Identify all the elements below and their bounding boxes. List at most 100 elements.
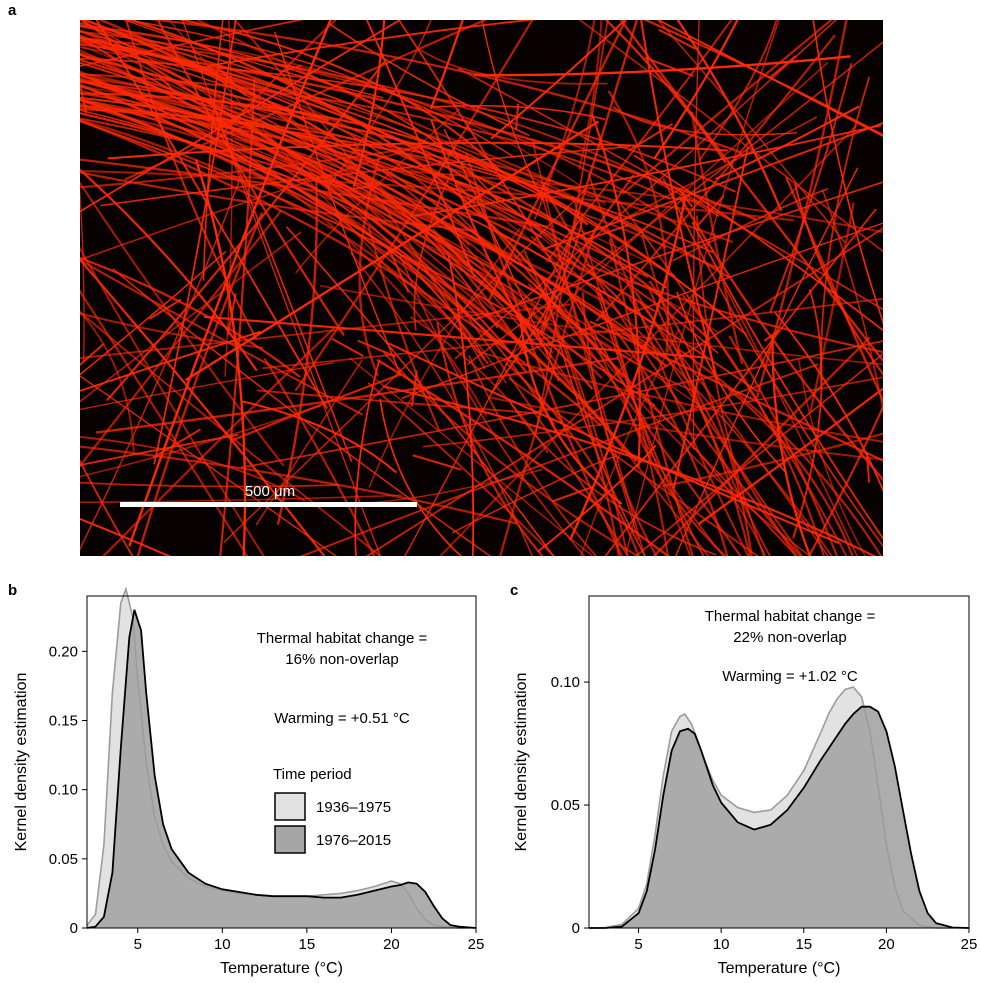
filament — [769, 62, 853, 314]
filament — [223, 188, 587, 543]
non-overlap-annotation: 22% non-overlap — [733, 629, 846, 646]
density-plot-c: 5 10 15 20 25 0 0.05 0.10 Temperature (°C) Kernel… — [513, 595, 978, 977]
x-tick-label: 10 — [214, 936, 231, 953]
filament — [80, 210, 282, 468]
filament — [419, 49, 608, 85]
filament — [679, 190, 693, 208]
filament — [604, 208, 877, 556]
y-tick-label: 0.05 — [49, 851, 78, 868]
filament — [80, 36, 220, 115]
filament — [587, 173, 750, 556]
filament — [80, 103, 610, 306]
panel-label-c: c — [510, 582, 519, 599]
filament — [124, 20, 488, 181]
filament — [518, 314, 623, 505]
filament — [352, 185, 373, 190]
filament — [656, 20, 883, 138]
filament — [80, 119, 602, 427]
filament — [467, 41, 883, 365]
filament — [639, 301, 829, 556]
fluorescence-micrograph: 500 μm — [80, 20, 883, 556]
filament — [577, 296, 725, 556]
filament — [658, 29, 696, 50]
filament — [82, 170, 795, 222]
filament — [80, 289, 249, 556]
filament — [634, 352, 883, 556]
plot-frame — [588, 595, 970, 929]
y-axis-label: Kernel density estimation — [13, 673, 30, 852]
y-tick-label: 0.05 — [551, 797, 580, 814]
filament — [80, 481, 340, 488]
legend-swatch — [274, 825, 306, 854]
filament — [644, 57, 694, 77]
filament — [388, 248, 410, 293]
panel-label-a: a — [8, 2, 17, 19]
filament — [80, 405, 321, 478]
filament — [95, 20, 328, 409]
density-area-late — [87, 609, 476, 928]
filament — [652, 337, 871, 556]
filament — [430, 20, 464, 110]
filament — [397, 20, 651, 430]
filament — [82, 20, 625, 378]
filament — [625, 20, 780, 553]
filament — [692, 20, 700, 450]
density-line-late — [589, 705, 970, 929]
x-tick-label: 25 — [961, 936, 978, 953]
filament — [543, 280, 646, 556]
density-line-early — [588, 686, 969, 929]
panel-label-b: b — [8, 582, 18, 599]
filament — [422, 376, 883, 448]
filament — [473, 55, 851, 77]
filament — [208, 20, 337, 148]
filament — [80, 303, 571, 360]
filament — [181, 20, 381, 556]
filament — [80, 171, 476, 232]
filament — [368, 226, 440, 431]
filament — [208, 20, 538, 67]
filament — [505, 362, 640, 556]
filament — [641, 234, 771, 556]
filament — [541, 181, 802, 556]
filament — [80, 58, 656, 312]
filament — [263, 357, 376, 556]
filament — [546, 20, 733, 263]
filament — [80, 109, 486, 360]
warming-annotation: Warming = +1.02 °C — [722, 668, 858, 685]
filament — [619, 20, 883, 363]
filament — [128, 20, 332, 547]
filament — [458, 67, 883, 311]
filament — [809, 202, 855, 413]
y-tick-label: 0.10 — [49, 782, 78, 799]
filament — [276, 177, 318, 525]
filament — [399, 255, 586, 556]
filament — [764, 329, 779, 342]
filament — [357, 340, 396, 358]
filament — [411, 370, 418, 407]
filament — [295, 108, 461, 274]
non-overlap-annotation: 16% non-overlap — [285, 651, 398, 668]
scale-bar — [120, 502, 417, 507]
filament — [256, 389, 542, 415]
filament — [774, 311, 883, 493]
filament — [365, 20, 476, 278]
filament — [443, 128, 560, 382]
filament — [768, 55, 797, 79]
filament — [80, 362, 334, 411]
filament — [80, 256, 301, 378]
filament — [662, 178, 883, 548]
filament — [662, 432, 883, 488]
filament — [80, 258, 363, 416]
filament — [214, 107, 353, 463]
habitat-change-annotation: Thermal habitat change = — [257, 630, 428, 647]
x-tick-label: 15 — [299, 936, 316, 953]
filament — [294, 20, 534, 392]
filament — [647, 286, 798, 556]
filament — [168, 20, 467, 353]
legend-title: Time period — [273, 766, 352, 783]
filament — [481, 20, 543, 200]
plot-frame — [86, 595, 477, 929]
filament — [608, 238, 694, 556]
filament — [354, 360, 380, 556]
filament — [80, 40, 719, 354]
